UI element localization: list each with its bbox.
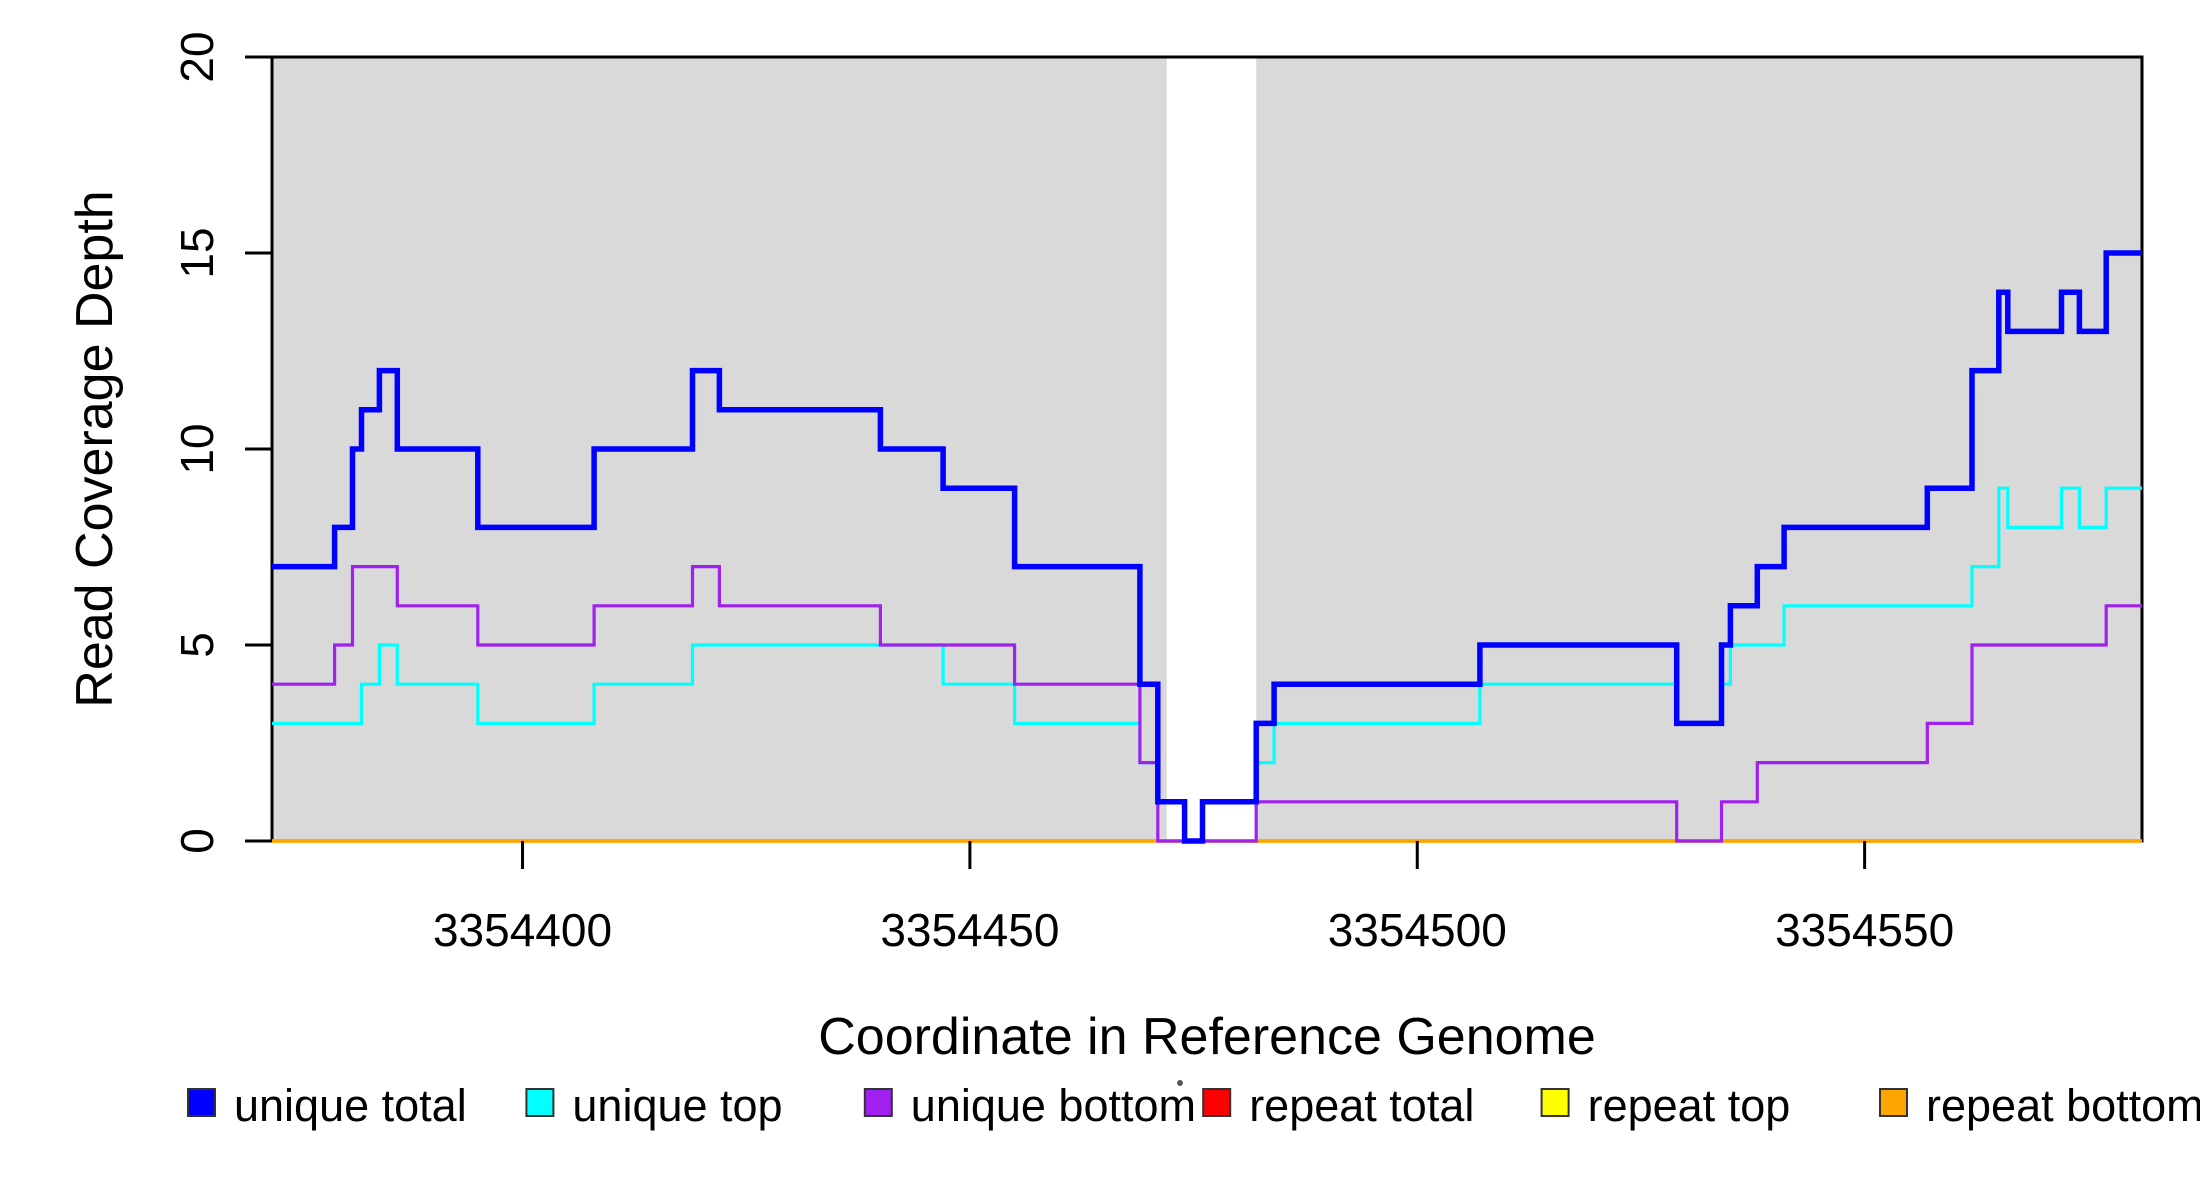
legend-swatch-unique-top xyxy=(525,1088,555,1117)
x-axis-title: Coordinate in Reference Genome xyxy=(818,1008,1596,1066)
legend-label-repeat-bottom: repeat bottom xyxy=(1926,1080,2200,1131)
legend-label-unique-bottom: unique bottom xyxy=(911,1080,1196,1131)
legend-label-repeat-total: repeat total xyxy=(1249,1080,1474,1131)
stray-mark xyxy=(1177,1080,1183,1086)
legend-swatch-repeat-total xyxy=(1202,1088,1232,1117)
legend: unique total unique top unique bottom repea… xyxy=(187,1080,2200,1131)
y-tick-label: 15 xyxy=(171,227,223,278)
legend-label-unique-top: unique top xyxy=(572,1080,782,1131)
series-unique-total xyxy=(272,250,2142,844)
legend-swatch-unique-bottom xyxy=(863,1088,893,1117)
y-tick-label: 0 xyxy=(171,828,223,854)
series-unique-bottom xyxy=(272,565,2142,843)
legend-swatch-repeat-top xyxy=(1540,1088,1570,1117)
legend-swatch-repeat-bottom xyxy=(1879,1088,1908,1117)
series-lines xyxy=(272,250,2142,844)
y-tick-label: 20 xyxy=(171,31,223,82)
x-tick-label: 3354450 xyxy=(880,904,1059,956)
y-tick-label: 5 xyxy=(171,632,223,658)
y-tick-label: 10 xyxy=(171,423,223,474)
x-tick-label: 3354500 xyxy=(1328,904,1507,956)
repeat-region-shade xyxy=(1256,57,2142,841)
legend-label-unique-total: unique total xyxy=(234,1080,467,1131)
x-axis: 3354400 3354450 3354500 3354550 xyxy=(433,841,1954,956)
y-axis-title: Read Coverage Depth xyxy=(66,190,124,707)
x-tick-label: 3354400 xyxy=(433,904,612,956)
y-axis: 0 5 10 15 20 xyxy=(171,31,272,854)
legend-swatch-unique-total xyxy=(187,1088,216,1117)
shaded-regions xyxy=(272,57,2142,841)
x-tick-label: 3354550 xyxy=(1775,904,1954,956)
legend-label-repeat-top: repeat top xyxy=(1588,1080,1791,1131)
